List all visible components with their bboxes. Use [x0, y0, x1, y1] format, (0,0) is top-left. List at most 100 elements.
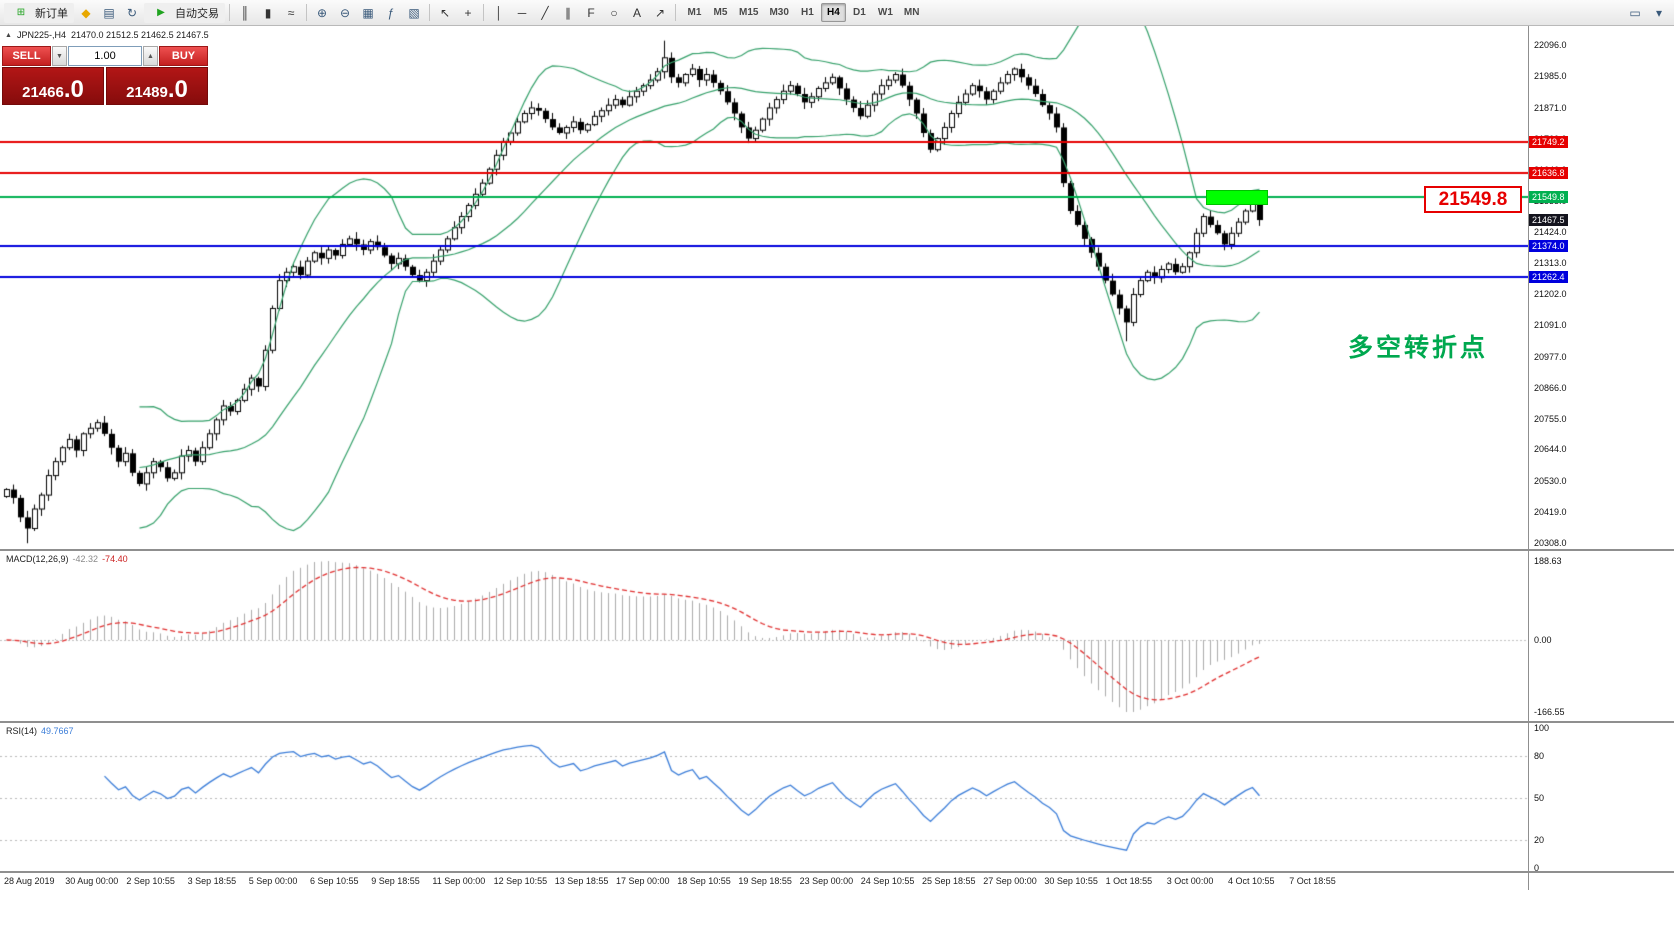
new-order-button[interactable]: ⊞ 新订单: [4, 2, 74, 23]
timeframe-d1[interactable]: D1: [853, 7, 866, 18]
one-click-trade-panel: SELL ▼ ▲ BUY 21466.0 21489.0: [2, 46, 208, 105]
macd-axis-label: 0.00: [1534, 635, 1552, 645]
rsi-pane-canvas[interactable]: [0, 723, 1528, 871]
new-order-icon: ⊞: [16, 7, 26, 18]
timeframe-mn[interactable]: MN: [903, 7, 920, 18]
rsi-value: 49.7667: [41, 726, 74, 736]
alerts-icon[interactable]: ◆: [81, 5, 91, 20]
ohlc-values: 21470.0 21512.5 21462.5 21467.5: [70, 30, 209, 40]
tile-windows-icon[interactable]: ▦: [362, 5, 374, 20]
timeframe-m1[interactable]: M1: [687, 7, 702, 18]
time-axis-label: 25 Sep 18:55: [922, 876, 976, 886]
time-axis-label: 19 Sep 18:55: [738, 876, 792, 886]
sell-button[interactable]: SELL: [2, 46, 51, 66]
price-level-badge[interactable]: 21374.0: [1529, 240, 1568, 253]
pane-separator[interactable]: [0, 721, 1674, 723]
time-axis-label: 5 Sep 00:00: [248, 876, 298, 886]
price-axis-label: 20530.0: [1534, 476, 1567, 487]
timeframe-h4[interactable]: H4: [820, 3, 846, 22]
toolbar-right-group: ▭ ▾: [1624, 3, 1670, 23]
refresh-icon[interactable]: ↻: [126, 5, 138, 20]
price-pane-canvas[interactable]: [0, 26, 1528, 549]
price-level-badge[interactable]: 21549.8: [1529, 191, 1568, 204]
new-chart-icon[interactable]: ▭: [1629, 5, 1641, 20]
cursor-icon[interactable]: ↖: [439, 5, 451, 20]
supply-zone-box[interactable]: [1206, 190, 1268, 205]
symbol-label: JPN225-,H4: [16, 30, 66, 40]
price-level-badge[interactable]: 21262.4: [1529, 271, 1568, 284]
timeframe-m30[interactable]: M30: [769, 7, 789, 18]
macd-pane-canvas[interactable]: [0, 551, 1528, 721]
rsi-axis-label: 0: [1534, 863, 1540, 873]
price-axis-separator: [1528, 26, 1529, 890]
fibonacci-icon[interactable]: F: [587, 5, 595, 20]
indicators-icon[interactable]: ƒ: [387, 5, 395, 20]
chart-ohlc-header: ▲ JPN225-,H4 21470.0 21512.5 21462.5 214…: [5, 30, 209, 40]
collapse-panel-icon[interactable]: ▲: [5, 31, 12, 39]
volume-input[interactable]: [68, 46, 142, 66]
timeframe-m5[interactable]: M5: [713, 7, 728, 18]
horizontal-line-icon[interactable]: ─: [517, 5, 527, 20]
macd-axis-label: 188.63: [1534, 556, 1562, 566]
window-menu-icon[interactable]: ▾: [1655, 5, 1663, 20]
sell-price-display[interactable]: 21466.0: [2, 67, 104, 105]
time-axis-label: 2 Sep 10:55: [126, 876, 175, 886]
buy-button[interactable]: BUY: [159, 46, 208, 66]
price-axis-label: 20308.0: [1534, 538, 1567, 548]
candle-chart-icon[interactable]: ▮: [264, 5, 272, 20]
pane-separator[interactable]: [0, 549, 1674, 551]
timeframe-h1[interactable]: H1: [801, 7, 814, 18]
price-axis-label: 21202.0: [1534, 289, 1567, 299]
price-axis-label: 20419.0: [1534, 507, 1567, 518]
timeframe-w1[interactable]: W1: [877, 7, 893, 18]
time-axis-label: 30 Sep 10:55: [1044, 876, 1098, 886]
profiles-icon[interactable]: ▤: [103, 5, 115, 20]
price-axis-label: 20866.0: [1534, 382, 1567, 393]
bar-chart-icon[interactable]: ║: [240, 5, 250, 20]
toolbar-separator: [306, 4, 307, 21]
time-axis-label: 3 Oct 00:00: [1166, 876, 1214, 886]
arrow-tool-icon[interactable]: ↗: [654, 5, 666, 20]
channel-icon[interactable]: ∥: [565, 5, 571, 20]
ellipse-icon[interactable]: ○: [610, 5, 618, 20]
price-level-badge[interactable]: 21636.8: [1529, 166, 1568, 179]
time-axis-label: 11 Sep 00:00: [432, 876, 486, 886]
zoom-in-icon[interactable]: ⊕: [316, 5, 328, 20]
price-axis-label: 21424.0: [1534, 227, 1567, 238]
volume-decrease-button[interactable]: ▼: [52, 46, 67, 66]
sell-price-frac: .0: [63, 76, 84, 104]
volume-increase-button[interactable]: ▲: [143, 46, 158, 66]
time-axis-label: 4 Oct 10:55: [1228, 876, 1275, 886]
price-axis-label: 22096.0: [1534, 40, 1567, 50]
vertical-line-icon[interactable]: │: [495, 5, 503, 20]
macd-main-value: -42.32: [72, 554, 99, 564]
price-axis-label: 21091.0: [1534, 319, 1567, 330]
rsi-axis-label: 50: [1534, 793, 1545, 803]
time-axis-label: 13 Sep 18:55: [554, 876, 609, 886]
key-level-price-label[interactable]: 21549.8: [1424, 186, 1522, 213]
time-axis-label: 24 Sep 10:55: [860, 876, 915, 886]
trendline-icon[interactable]: ╱: [541, 5, 549, 20]
price-axis-label: 21985.0: [1534, 70, 1567, 81]
price-level-badge[interactable]: 21749.2: [1529, 135, 1568, 148]
line-chart-icon[interactable]: ≈: [287, 5, 295, 20]
rsi-axis-label: 80: [1534, 751, 1545, 761]
pane-separator[interactable]: [0, 871, 1674, 873]
timeframe-m15[interactable]: M15: [739, 7, 759, 18]
time-axis-label: 18 Sep 10:55: [677, 876, 731, 886]
time-axis-label: 30 Aug 00:00: [65, 876, 119, 886]
toolbar-separator: [675, 4, 676, 21]
zoom-out-icon[interactable]: ⊖: [339, 5, 351, 20]
time-axis-label: 28 Aug 2019: [4, 876, 55, 886]
auto-trading-label: 自动交易: [175, 7, 219, 20]
price-axis-label: 21871.0: [1534, 102, 1567, 113]
text-tool-icon[interactable]: A: [632, 5, 641, 20]
crosshair-icon[interactable]: +: [464, 5, 472, 20]
data-window-icon[interactable]: ▧: [408, 5, 420, 20]
buy-price-display[interactable]: 21489.0: [106, 67, 208, 105]
turning-point-annotation[interactable]: 多空转折点: [1348, 334, 1489, 362]
auto-trading-button[interactable]: ▶ 自动交易: [144, 2, 225, 23]
time-axis-label: 3 Sep 18:55: [187, 876, 237, 886]
rsi-axis-label: 100: [1534, 723, 1550, 733]
